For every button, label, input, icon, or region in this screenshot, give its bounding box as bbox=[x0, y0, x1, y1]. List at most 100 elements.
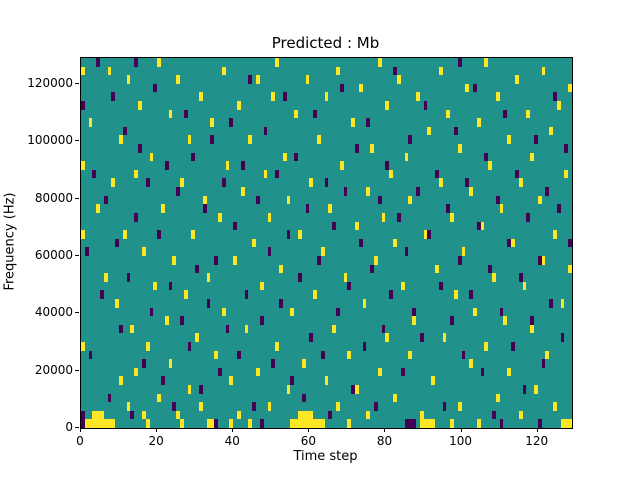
heatmap-cell bbox=[549, 126, 553, 136]
heatmap-cell bbox=[214, 255, 218, 265]
heatmap-cell bbox=[408, 350, 413, 360]
heatmap-cell bbox=[305, 410, 310, 420]
heatmap-cell bbox=[568, 264, 572, 274]
heatmap-cell bbox=[96, 204, 101, 213]
heatmap-cell bbox=[275, 341, 279, 351]
heatmap-cell bbox=[294, 109, 298, 119]
heatmap-cell bbox=[275, 169, 279, 179]
heatmap-cell bbox=[377, 58, 382, 67]
heatmap-cell bbox=[157, 230, 161, 239]
heatmap-cell bbox=[316, 255, 321, 265]
heatmap-cell bbox=[408, 419, 413, 428]
y-tick-label: 100000 bbox=[27, 133, 73, 148]
heatmap-cell bbox=[438, 178, 443, 188]
heatmap-cell bbox=[81, 161, 85, 170]
heatmap-cell bbox=[206, 419, 211, 428]
heatmap-cell bbox=[374, 255, 378, 265]
heatmap-cell bbox=[355, 385, 359, 394]
y-tick-label: 60000 bbox=[34, 247, 73, 262]
heatmap-cell bbox=[214, 350, 218, 360]
heatmap-cell bbox=[134, 169, 139, 179]
heatmap-cell bbox=[107, 419, 112, 428]
heatmap-cell bbox=[221, 178, 226, 188]
heatmap-cell bbox=[301, 419, 306, 428]
x-tick-label: 80 bbox=[376, 434, 393, 448]
heatmap-cell bbox=[183, 109, 188, 119]
heatmap-cell bbox=[267, 402, 272, 411]
y-tick-label: 120000 bbox=[27, 75, 73, 90]
heatmap-cell bbox=[92, 419, 97, 428]
x-tick-mark bbox=[232, 428, 234, 432]
heatmap-cell bbox=[484, 58, 489, 67]
heatmap-cell bbox=[476, 419, 481, 428]
heatmap-cell bbox=[537, 419, 542, 428]
heatmap-cell bbox=[297, 410, 302, 420]
heatmap-cell bbox=[237, 350, 241, 360]
heatmap-cell bbox=[541, 359, 546, 368]
heatmap-cell bbox=[358, 238, 363, 248]
heatmap-cell bbox=[256, 367, 260, 377]
heatmap-cell bbox=[134, 367, 139, 377]
heatmap-cell bbox=[168, 109, 173, 119]
heatmap-cell bbox=[393, 238, 397, 248]
heatmap-cell bbox=[347, 419, 352, 428]
heatmap-cell bbox=[366, 410, 371, 420]
heatmap-cell bbox=[568, 83, 572, 93]
x-tick-mark bbox=[156, 428, 158, 432]
heatmap-cell bbox=[522, 281, 527, 291]
x-tick-label: 100 bbox=[449, 434, 473, 448]
heatmap-cell bbox=[465, 83, 470, 93]
heatmap-cell bbox=[313, 290, 317, 299]
heatmap-cell bbox=[309, 178, 314, 188]
heatmap-cell bbox=[396, 75, 401, 84]
heatmap-cell bbox=[282, 92, 287, 102]
heatmap-cell bbox=[286, 230, 291, 239]
heatmap-cell bbox=[450, 212, 454, 222]
heatmap-cell bbox=[522, 385, 527, 394]
y-tick-mark bbox=[75, 369, 79, 371]
heatmap-cell bbox=[488, 264, 493, 274]
heatmap-cell bbox=[107, 393, 112, 403]
heatmap-cell bbox=[355, 221, 359, 231]
heatmap-cell bbox=[454, 290, 458, 299]
heatmap-cell bbox=[324, 376, 329, 385]
heatmap-cell bbox=[244, 290, 249, 299]
heatmap-cell bbox=[286, 385, 291, 394]
heatmap-cell bbox=[389, 169, 394, 179]
heatmap-cell bbox=[134, 212, 139, 222]
heatmap-cell bbox=[96, 58, 101, 67]
heatmap-cell bbox=[537, 255, 542, 265]
heatmap-cell bbox=[88, 118, 93, 127]
x-tick-label: 20 bbox=[148, 434, 164, 448]
heatmap-cell bbox=[115, 238, 120, 248]
heatmap-cell bbox=[153, 281, 158, 291]
heatmap-cell bbox=[275, 58, 279, 67]
heatmap-cell bbox=[198, 92, 203, 102]
heatmap-cell bbox=[530, 152, 534, 162]
heatmap-cell bbox=[552, 92, 557, 102]
heatmap-cell bbox=[111, 178, 116, 188]
heatmap-cell bbox=[343, 273, 348, 282]
x-tick-label: 120 bbox=[525, 434, 549, 448]
heatmap-cell bbox=[115, 298, 120, 308]
heatmap-cell bbox=[412, 307, 416, 317]
heatmap-cell bbox=[476, 118, 481, 127]
heatmap-cell bbox=[469, 359, 474, 368]
heatmap-cell bbox=[179, 316, 184, 325]
heatmap-cell bbox=[107, 66, 112, 76]
heatmap-cell bbox=[84, 247, 89, 256]
heatmap-cell bbox=[233, 221, 238, 231]
heatmap-cell bbox=[221, 66, 226, 76]
heatmap-cell bbox=[286, 195, 291, 205]
heatmap-cell bbox=[488, 161, 493, 170]
heatmap-cell bbox=[332, 324, 336, 334]
heatmap-cell bbox=[370, 144, 375, 153]
heatmap-cell bbox=[358, 83, 363, 93]
heatmap-cell bbox=[518, 410, 523, 420]
heatmap-cell bbox=[541, 255, 546, 265]
heatmap-cell bbox=[336, 307, 340, 317]
heatmap-cell bbox=[256, 195, 260, 205]
heatmap-cell bbox=[560, 419, 565, 428]
heatmap-cell bbox=[450, 316, 454, 325]
heatmap-cell bbox=[111, 92, 116, 102]
